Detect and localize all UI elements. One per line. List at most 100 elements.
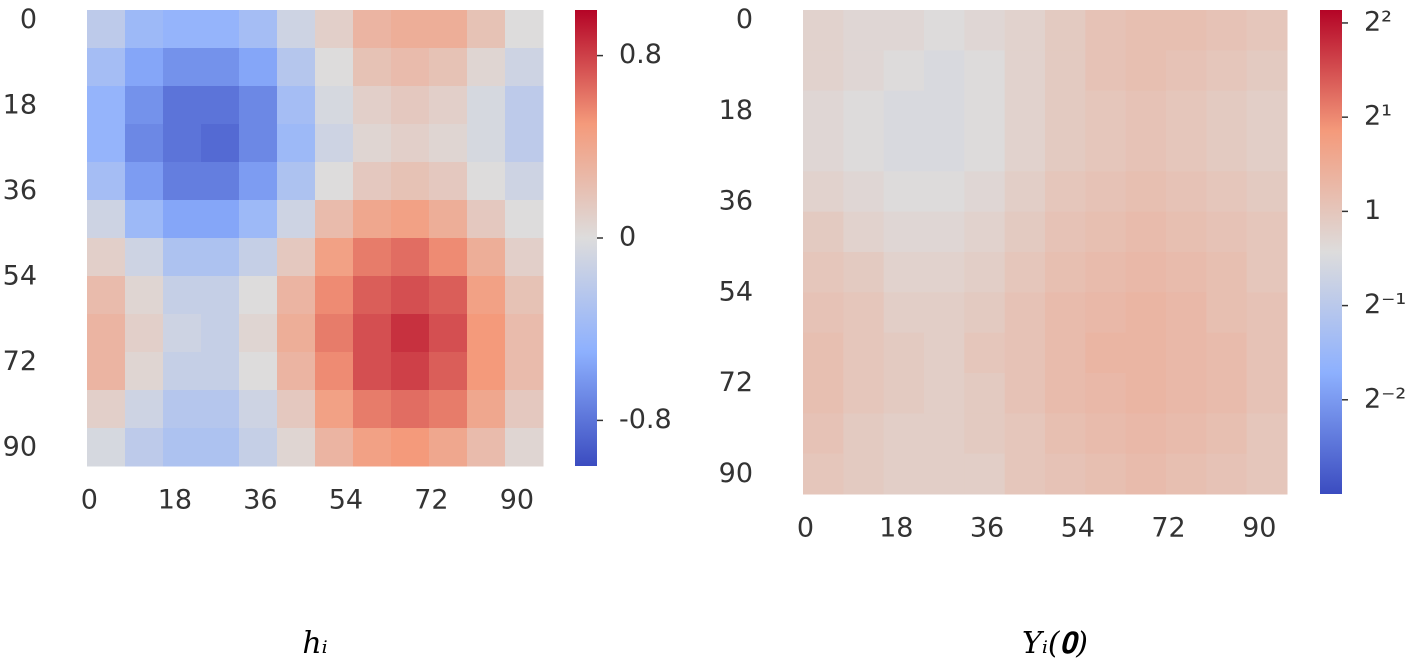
heatmap-cell — [843, 10, 885, 51]
heatmap-cell — [125, 428, 164, 467]
heatmap-cell — [467, 390, 506, 429]
heatmap-cell — [125, 390, 164, 429]
heatmap-cell — [429, 276, 468, 315]
y-tick-label: 18 — [3, 89, 37, 120]
heatmap-cell — [1004, 453, 1046, 495]
x-tick-label: 18 — [879, 513, 913, 544]
heatmap-cell — [1246, 50, 1288, 92]
heatmap-cell — [467, 276, 506, 315]
heatmap-cell — [1045, 211, 1086, 253]
heatmap-cell — [964, 332, 1006, 374]
heatmap-cell — [87, 10, 126, 49]
heatmap-cell — [239, 390, 278, 429]
heatmap-cell — [964, 171, 1006, 213]
heatmap-cell — [391, 352, 430, 391]
heatmap-cell — [883, 413, 925, 455]
y-tick-label: 36 — [3, 175, 37, 206]
heatmap-cell — [315, 390, 354, 429]
heatmap-cell — [803, 413, 844, 455]
heatmap-cell — [1166, 10, 1207, 51]
heatmap-cell — [1246, 373, 1288, 414]
heatmap-cell — [505, 162, 544, 201]
heatmap-cell — [1085, 50, 1127, 92]
heatmap-cell — [277, 276, 316, 315]
y-tick-label: 36 — [719, 186, 753, 217]
heatmap-cell — [163, 390, 202, 429]
heatmap-cell — [843, 252, 885, 293]
heatmap-cell — [87, 428, 126, 467]
heatmap-cell — [505, 238, 544, 277]
heatmap-cell — [163, 200, 202, 239]
heatmap-cell — [87, 390, 126, 429]
heatmap-cell — [1045, 252, 1086, 293]
y-tick-label: 54 — [3, 260, 37, 291]
heatmap-cell — [1004, 10, 1046, 51]
heatmap-cell — [803, 373, 844, 414]
heatmap-cell — [505, 352, 544, 391]
heatmap-cell — [201, 276, 240, 315]
heatmap-cell — [315, 276, 354, 315]
heatmap-cell — [277, 314, 316, 353]
heatmap-cell — [1206, 211, 1248, 253]
heatmap-cell — [505, 200, 544, 239]
heatmap-cell — [277, 10, 316, 49]
heatmap-cell — [803, 50, 844, 92]
heatmap-cell — [201, 390, 240, 429]
heatmap-cell — [1166, 90, 1207, 132]
heatmap-cell — [1004, 50, 1046, 92]
heatmap-cell — [1125, 252, 1167, 293]
heatmap-cell — [843, 332, 885, 374]
heatmap-cell — [1246, 453, 1288, 495]
heatmap-cell — [1045, 131, 1086, 172]
heatmap-cell — [239, 238, 278, 277]
heatmap-cell — [1045, 50, 1086, 92]
heatmap-cell — [1206, 413, 1248, 455]
heatmap-cell — [125, 86, 164, 125]
heatmap-cell — [1045, 453, 1086, 495]
x-tick-label: 72 — [1151, 513, 1185, 544]
heatmap-cell — [87, 162, 126, 201]
x-tick-label: 36 — [243, 485, 277, 516]
heatmap-cell — [883, 171, 925, 213]
heatmap-cell — [125, 200, 164, 239]
x-tick-label: 0 — [797, 513, 814, 544]
heatmap-cell — [429, 314, 468, 353]
heatmap-cell — [1206, 453, 1248, 495]
heatmap-cell — [391, 276, 430, 315]
heatmap-cell — [391, 124, 430, 163]
heatmap-cell — [125, 162, 164, 201]
colorbar — [575, 10, 597, 466]
heatmap-cell — [315, 48, 354, 87]
heatmap-cell — [429, 48, 468, 87]
heatmap-cell — [1206, 131, 1248, 172]
heatmap-cell — [277, 162, 316, 201]
heatmap-cell — [125, 276, 164, 315]
heatmap-cell — [1246, 332, 1288, 374]
heatmap-cell — [1045, 373, 1086, 414]
heatmap-cell — [1206, 373, 1248, 414]
heatmap-cell — [1125, 10, 1167, 51]
heatmap-cell — [429, 86, 468, 125]
heatmap-cell — [163, 10, 202, 49]
heatmap-cell — [1166, 171, 1207, 213]
y-tick-label: 54 — [719, 276, 753, 307]
heatmap-cell — [201, 352, 240, 391]
heatmap-cell — [964, 252, 1006, 293]
heatmap-cell — [1206, 252, 1248, 293]
heatmap-cell — [163, 162, 202, 201]
heatmap-cell — [467, 352, 506, 391]
heatmap-cell — [239, 276, 278, 315]
heatmap-cell — [803, 171, 844, 213]
heatmap-cell — [315, 314, 354, 353]
heatmap-cell — [924, 332, 965, 374]
x-tick-label: 72 — [414, 485, 448, 516]
heatmap-cell — [1085, 211, 1127, 253]
heatmap-cell — [353, 238, 392, 277]
heatmap-cell — [277, 390, 316, 429]
heatmap-cell — [1246, 252, 1288, 293]
heatmap-cell — [125, 10, 164, 49]
heatmap-cell — [1004, 131, 1046, 172]
heatmap-cell — [125, 352, 164, 391]
heatmap-cell — [843, 131, 885, 172]
heatmap-cell — [803, 252, 844, 293]
